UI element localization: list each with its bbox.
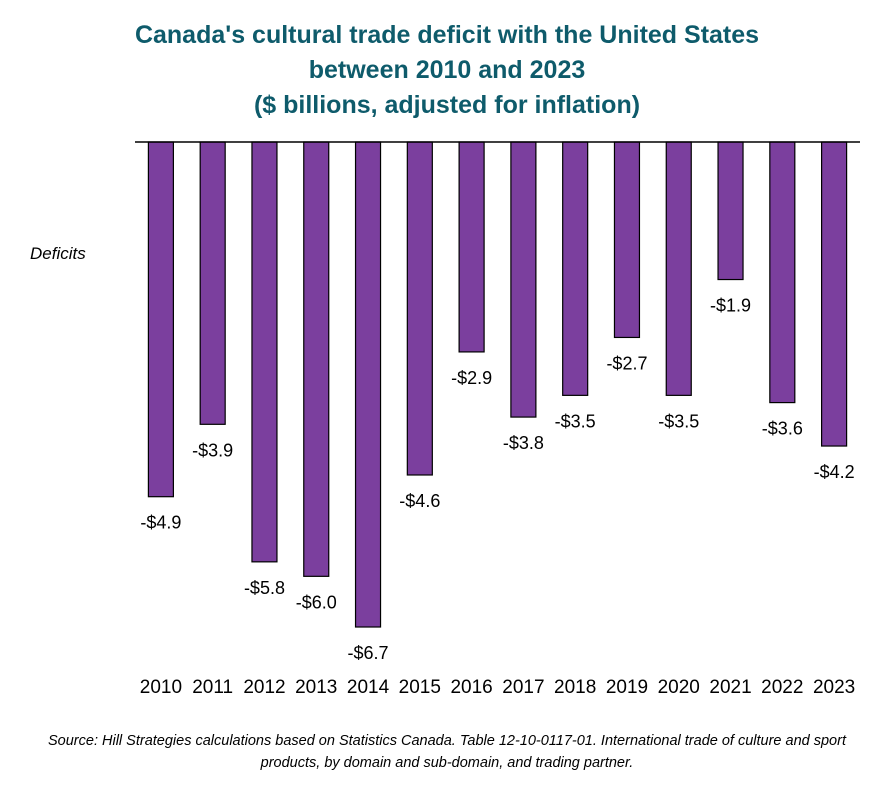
bar-2017 xyxy=(510,141,537,418)
bar-value-label-2012: -$5.8 xyxy=(244,578,285,598)
bar-2023 xyxy=(821,141,848,447)
chart-title-line-2: between 2010 and 2023 xyxy=(308,56,586,84)
bar-2016 xyxy=(458,141,485,353)
x-tick-label-2018: 2018 xyxy=(554,677,596,698)
bar-value-label-2016: -$2.9 xyxy=(451,368,492,388)
bar-value-label-2020: -$3.5 xyxy=(658,411,699,431)
x-tick-label-2012: 2012 xyxy=(243,677,285,698)
bar-value-label-2013: -$6.0 xyxy=(296,592,337,612)
bar-value-label-2010: -$4.9 xyxy=(140,513,181,533)
deficits-annotation: Deficits xyxy=(30,244,86,263)
bar-2014 xyxy=(354,141,382,628)
bar-2020 xyxy=(665,141,692,396)
x-tick-label-2016: 2016 xyxy=(450,677,492,698)
bar-2022 xyxy=(769,141,796,404)
bar-2021 xyxy=(717,141,744,281)
bar-2012 xyxy=(251,141,278,563)
x-tick-label-2017: 2017 xyxy=(502,677,544,698)
x-tick-label-2022: 2022 xyxy=(761,677,803,698)
chart-title-line-3: ($ billions, adjusted for inflation) xyxy=(253,91,641,119)
bar-value-label-2014: -$6.7 xyxy=(348,643,389,663)
bar-2015 xyxy=(406,141,433,476)
bars-group xyxy=(147,141,848,628)
x-tick-label-2014: 2014 xyxy=(347,677,390,698)
x-tick-label-2019: 2019 xyxy=(606,677,648,698)
x-tick-label-2023: 2023 xyxy=(813,677,855,698)
x-tick-label-2020: 2020 xyxy=(658,677,700,698)
bar-2018 xyxy=(562,141,589,396)
source-note: Source: Hill Strategies calculations bas… xyxy=(48,733,846,771)
bar-2019 xyxy=(613,141,641,339)
x-tick-label-2021: 2021 xyxy=(709,677,751,698)
bar-value-label-2019: -$2.7 xyxy=(606,353,647,373)
bar-value-label-2015: -$4.6 xyxy=(399,491,440,511)
bar-value-label-2017: -$3.8 xyxy=(503,433,544,453)
x-tick-labels-group: 2010 2011 2012 2013 2014 2015 2016 2017 2018 2019… xyxy=(140,677,855,698)
chart-title-line-1: Canada's cultural trade deficit with the… xyxy=(134,21,760,49)
bar-value-label-2022: -$3.6 xyxy=(762,419,803,439)
bar-labels-group: -$4.9 -$3.9 -$5.8 -$6.0 -$6.7 -$4.6 -$2.9 -$3.8… xyxy=(140,296,854,663)
bar-value-label-2018: -$3.5 xyxy=(555,411,596,431)
bar-2010 xyxy=(147,141,174,498)
x-tick-label-2010: 2010 xyxy=(140,677,182,698)
bar-value-label-2021: -$1.9 xyxy=(710,296,751,316)
x-tick-label-2013: 2013 xyxy=(295,677,337,698)
x-tick-label-2015: 2015 xyxy=(399,677,441,698)
x-tick-label-2011: 2011 xyxy=(192,677,233,698)
bar-2013 xyxy=(303,141,330,577)
bar-value-label-2023: -$4.2 xyxy=(814,462,855,482)
bar-value-label-2011: -$3.9 xyxy=(192,440,233,460)
bar-2011 xyxy=(199,141,226,425)
chart-title: Canada's cultural trade deficit with the… xyxy=(0,18,894,123)
